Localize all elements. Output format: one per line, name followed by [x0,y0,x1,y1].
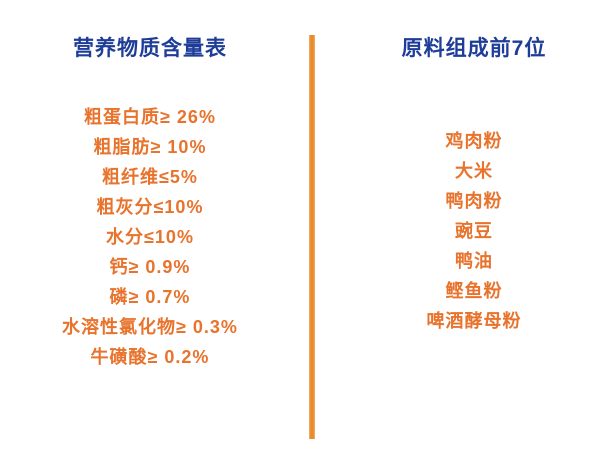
ingredients-list: 鸡肉粉大米鸭肉粉豌豆鸭油鲣鱼粉啤酒酵母粉 [324,126,600,336]
ingredient-item: 豌豆 [455,221,493,241]
ingredients-title: 原料组成前7位 [401,37,547,60]
nutrition-column: 营养物质含量表 粗蛋白质≥ 26% 粗脂肪≥ 10% 粗纤维≤5% 粗灰分≤10% 水分… [6,36,294,372]
ingredient-item: 鸭肉粉 [445,191,503,211]
ingredient-item: 鲣鱼粉 [445,281,503,301]
vertical-divider [309,35,315,439]
ingredient-item: 鸡肉粉 [445,131,503,151]
ingredients-column: 原料组成前7位 鸡肉粉大米鸭肉粉豌豆鸭油鲣鱼粉啤酒酵母粉 [324,36,600,336]
nutrition-table-title: 营养物质含量表 [73,37,227,60]
nutrition-value-item: 水分≤10% [106,227,194,247]
ingredient-item: 大米 [455,161,493,181]
nutrition-value-item: 粗脂肪≥ 10% [93,137,207,157]
nutrition-values-list: 粗蛋白质≥ 26% 粗脂肪≥ 10% 粗纤维≤5% 粗灰分≤10% 水分≤10% 钙≥ 0… [6,102,294,372]
nutrition-value-item: 牛磺酸≥ 0.2% [90,347,210,367]
nutrition-value-item: 钙≥ 0.9% [109,257,191,277]
nutrition-value-item: 粗灰分≤10% [96,197,204,217]
nutrition-value-item: 粗纤维≤5% [102,167,198,187]
nutrition-value-item: 水溶性氯化物≥ 0.3% [62,317,238,337]
nutrition-value-item: 磷≥ 0.7% [109,287,191,307]
nutrition-value-item: 粗蛋白质≥ 26% [84,107,216,127]
ingredient-item: 啤酒酵母粉 [426,311,522,331]
ingredient-item: 鸭油 [455,251,493,271]
